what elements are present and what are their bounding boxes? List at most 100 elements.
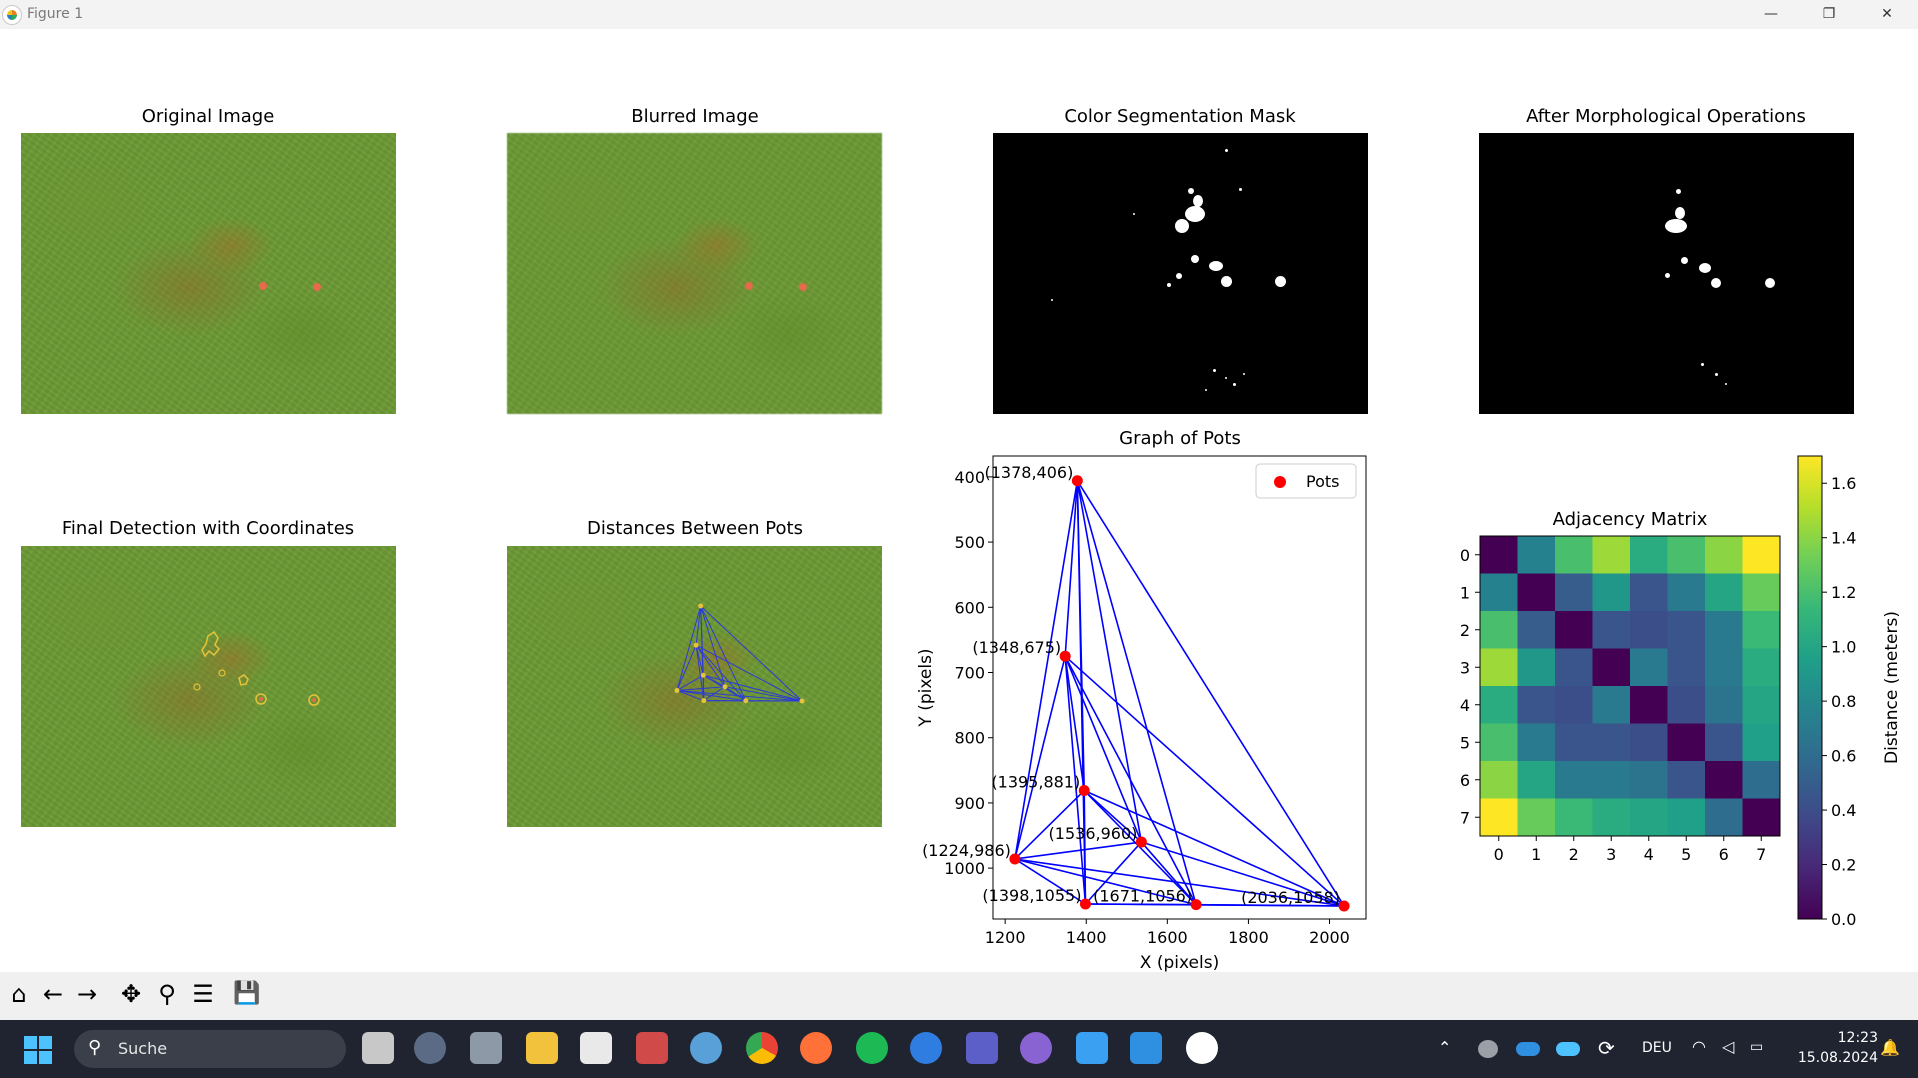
graph-edge (1083, 789, 1197, 906)
zoom-button[interactable]: ⚲ (158, 980, 176, 1008)
forward-button[interactable]: → (76, 980, 98, 1008)
mask-blob (1681, 257, 1688, 264)
graph-of-pots: (1378,406) (1348,675) (1395,881) (1536,960)… (900, 450, 1380, 980)
graph-edge (1076, 480, 1197, 905)
distance-line (700, 605, 747, 701)
store-icon[interactable] (580, 1032, 612, 1064)
windows-start-icon[interactable] (24, 1036, 52, 1064)
colorbar (1797, 455, 1823, 920)
original-image-title: Original Image (141, 106, 275, 127)
matrix-cell (1742, 686, 1781, 724)
matrix-cell (1742, 573, 1781, 612)
matrix-cell (1705, 723, 1743, 762)
matrix-cell (1630, 761, 1668, 799)
colorbar-tick-label: 1.0 (1831, 638, 1856, 657)
detection-overlay (193, 630, 320, 706)
matrix-cell (1742, 798, 1781, 837)
sync-icon[interactable]: ⟳ (1598, 1036, 1615, 1060)
graph-edge (1064, 655, 1345, 907)
pot-point-1 (1059, 650, 1071, 662)
pot-label-3: (1536,960) (1049, 824, 1138, 843)
graph-legend: Pots (1255, 463, 1357, 499)
settings-icon[interactable] (414, 1032, 446, 1064)
configure-subplots-button[interactable]: ☰ (192, 980, 214, 1008)
y-tick-label: 800 (954, 729, 985, 748)
matrix-cell (1630, 536, 1668, 574)
task-view-icon[interactable] (362, 1032, 394, 1064)
colorbar-tick-label: 0.8 (1831, 692, 1856, 711)
matrix-cell (1592, 648, 1631, 687)
wifi-icon[interactable]: ◠ (1692, 1037, 1706, 1056)
chevron-up-icon[interactable]: ⌃ (1438, 1038, 1452, 1057)
calculator-icon[interactable] (470, 1032, 502, 1064)
matplotlib-taskbar-icon[interactable] (1186, 1032, 1218, 1064)
graph-edge (1014, 858, 1086, 905)
matrix-cell (1517, 536, 1556, 574)
pot-point-3 (1135, 836, 1147, 848)
notification-bell-icon[interactable]: 🔔 (1880, 1038, 1900, 1057)
matrix-cell (1555, 686, 1593, 724)
graph-edge (1083, 790, 1087, 905)
spotify-icon[interactable] (856, 1032, 888, 1064)
firefox-icon[interactable] (800, 1032, 832, 1064)
github-desktop-icon[interactable] (1020, 1032, 1052, 1064)
pan-button[interactable]: ✥ (120, 980, 142, 1008)
matrix-cell (1667, 611, 1706, 649)
graph-svg: (1378,406) (1348,675) (1395,881) (1536,960)… (916, 455, 1367, 973)
remote-app-icon[interactable] (910, 1032, 942, 1064)
close-button[interactable]: ✕ (1881, 6, 1893, 22)
graph-edge (1014, 656, 1066, 860)
minimize-button[interactable]: — (1764, 6, 1778, 22)
onedrive-personal-icon[interactable] (1556, 1042, 1580, 1056)
pot-point-4 (1009, 853, 1021, 865)
pot-label-6: (1671,1056) (1093, 887, 1192, 906)
matrix-cell (1705, 611, 1743, 649)
notepad-icon[interactable] (1076, 1032, 1108, 1064)
matrix-y-tick-label: 0 (1460, 546, 1470, 565)
matrix-title: Adjacency Matrix (1552, 509, 1708, 530)
clock-time[interactable]: 12:23 (1837, 1030, 1878, 1046)
distance-line (724, 686, 747, 702)
mask-blob (1725, 383, 1727, 385)
chrome-icon[interactable] (746, 1032, 778, 1064)
distance-line (695, 605, 702, 646)
onedrive-warning-icon[interactable] (1478, 1040, 1498, 1058)
matrix-y-tick-label: 2 (1460, 621, 1470, 640)
y-tick-label: 1000 (944, 859, 985, 878)
vscode-icon[interactable] (1130, 1032, 1162, 1064)
distance-pot-7 (799, 698, 805, 704)
graph-edge (1083, 789, 1345, 907)
snipping-tool-icon[interactable] (636, 1032, 668, 1064)
matrix-cell (1517, 686, 1556, 724)
mask-blob (1167, 283, 1171, 287)
clock-date[interactable]: 15.08.2024 (1797, 1050, 1878, 1066)
back-button[interactable]: ← (42, 980, 64, 1008)
distance-line (695, 645, 705, 701)
file-explorer-icon[interactable] (526, 1032, 558, 1064)
save-button[interactable]: 💾 (233, 981, 261, 1006)
teams-icon[interactable] (966, 1032, 998, 1064)
matrix-cell (1480, 611, 1518, 649)
onedrive-icon[interactable] (1516, 1042, 1540, 1056)
mask-blob (1665, 219, 1687, 233)
maximize-button[interactable]: ❐ (1822, 6, 1836, 22)
taskbar-search[interactable]: ⚲ Suche (74, 1030, 346, 1068)
language-indicator[interactable]: DEU (1642, 1040, 1672, 1056)
matrix-cell (1705, 573, 1743, 612)
distance-line (695, 645, 704, 676)
maps-icon[interactable] (690, 1032, 722, 1064)
distance-line (695, 644, 803, 702)
matrix-cell (1555, 648, 1593, 687)
distance-line (676, 645, 697, 691)
volume-icon[interactable]: ◁ (1722, 1037, 1735, 1056)
pot-label-1: (1348,675) (972, 638, 1061, 657)
final-detection-title: Final Detection with Coordinates (61, 518, 355, 539)
mask-blob (1225, 377, 1227, 379)
matrix-cell (1667, 761, 1706, 799)
x-tick-label: 2000 (1309, 928, 1350, 947)
graph-edge (1196, 903, 1345, 907)
y-axis-label: Y (pixels) (916, 648, 936, 727)
battery-icon[interactable]: ▭ (1750, 1039, 1764, 1055)
home-button[interactable]: ⌂ (11, 980, 27, 1008)
matrix-x-tick-label: 4 (1644, 845, 1654, 864)
